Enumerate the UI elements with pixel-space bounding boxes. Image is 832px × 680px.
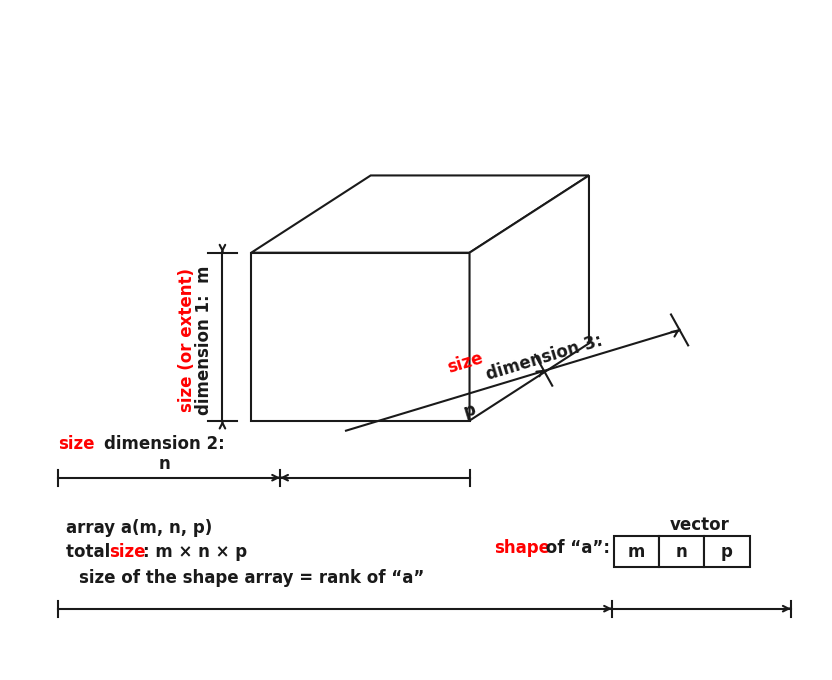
Text: size of the shape array = rank of “a”: size of the shape array = rank of “a”: [78, 569, 424, 588]
Text: size: size: [445, 349, 485, 377]
Text: n: n: [676, 543, 687, 560]
Text: p: p: [721, 543, 733, 560]
Text: size: size: [110, 543, 146, 560]
Bar: [659, 537, 704, 566]
Text: total: total: [66, 543, 116, 560]
Text: dimension 1:  m: dimension 1: m: [196, 265, 213, 415]
Text: dimension 3:: dimension 3:: [484, 331, 605, 384]
Bar: [614, 537, 659, 566]
Text: size: size: [57, 435, 94, 453]
Polygon shape: [251, 253, 469, 421]
Text: of “a”:: of “a”:: [540, 539, 611, 557]
Bar: [704, 537, 750, 566]
Polygon shape: [469, 175, 589, 421]
Text: array a(m, n, p): array a(m, n, p): [66, 519, 212, 537]
Text: vector: vector: [671, 515, 730, 534]
Text: p: p: [461, 401, 478, 421]
Text: dimension 2:: dimension 2:: [104, 435, 225, 453]
Text: n: n: [159, 455, 171, 473]
Polygon shape: [251, 175, 589, 253]
Text: shape: shape: [494, 539, 550, 557]
Text: m: m: [627, 543, 645, 560]
Text: size (or extent): size (or extent): [178, 268, 196, 412]
Text: : m × n × p: : m × n × p: [142, 543, 246, 560]
